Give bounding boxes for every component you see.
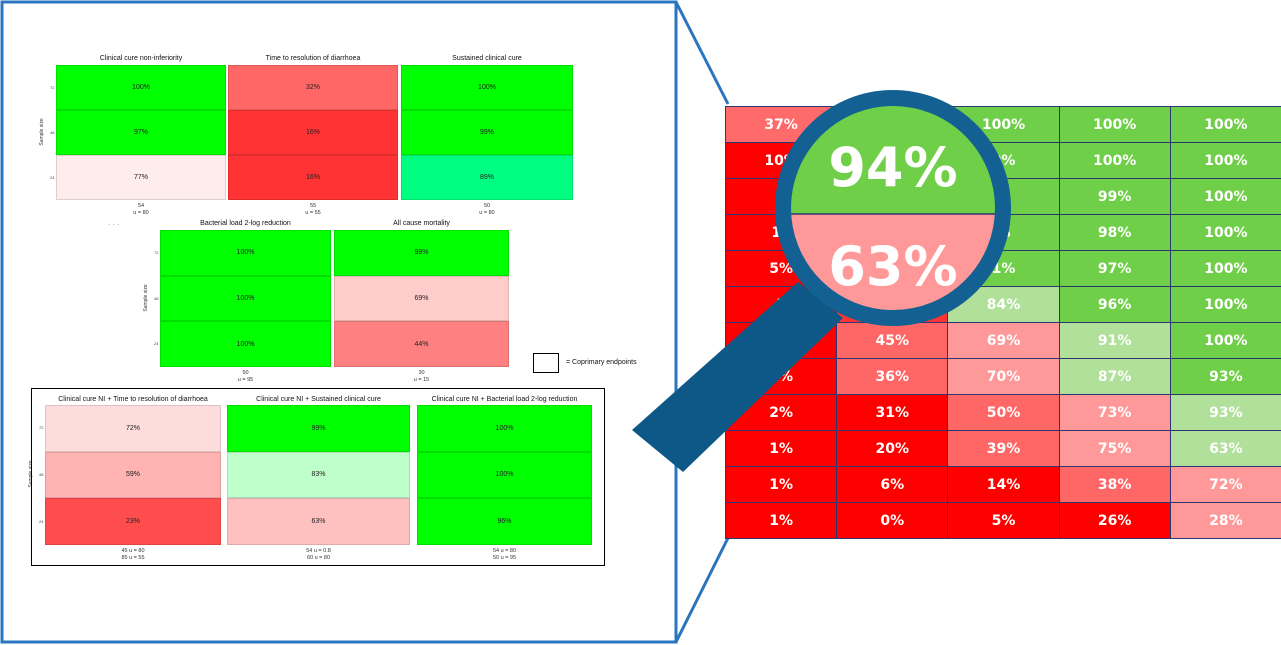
zoom-heatmap-cell: 100% xyxy=(1169,106,1281,143)
y-tick-label: 24 xyxy=(154,341,159,347)
zoom-line-top xyxy=(674,1,730,105)
heatmap-cell: 77% xyxy=(56,155,226,200)
panel-title: Bacterial load 2-log reduction xyxy=(200,220,291,227)
zoom-heatmap-cell: 72% xyxy=(1169,466,1281,503)
panel-footnote: 60 u = 80 xyxy=(306,555,331,561)
panel-title: Clinical cure NI + Sustained clinical cu… xyxy=(256,396,381,403)
panel-title: Sustained clinical cure xyxy=(452,55,522,62)
magnifier-handle xyxy=(632,282,843,472)
zoom-heatmap-cell: 96% xyxy=(1058,286,1171,323)
magnifier-ring xyxy=(775,90,1011,326)
y-tick-label: 72 xyxy=(50,84,55,90)
zoom-heatmap-cell: 100% xyxy=(1169,142,1281,179)
y-tick-label: 24 xyxy=(39,518,44,524)
y-tick-label: 48 xyxy=(154,295,159,301)
panel-footnote: u = 55 xyxy=(305,210,321,216)
zoom-heatmap-cell: 99% xyxy=(1058,178,1171,215)
zoom-heatmap-cell: 93% xyxy=(1169,394,1281,431)
zoom-heatmap-cell: 38% xyxy=(1058,466,1171,503)
heatmap-cell: 99% xyxy=(401,110,573,155)
y-tick-label: 24 xyxy=(50,174,55,180)
heatmap-cell: 98% xyxy=(334,230,509,276)
zoom-heatmap-cell: 14% xyxy=(947,466,1060,503)
zoom-heatmap-cell: 70% xyxy=(947,358,1060,395)
zoom-heatmap-cell: 73% xyxy=(1058,394,1171,431)
y-tick-label: 72 xyxy=(39,425,44,431)
y-tick-label: 48 xyxy=(50,129,55,135)
lens-bottom-value: 63% xyxy=(828,235,957,298)
panel-footnote: u = 80 xyxy=(479,210,495,216)
zoom-heatmap-cell: 37% xyxy=(725,106,838,143)
heatmap-cell: 44% xyxy=(334,321,509,367)
panel-footnote: u = 95 xyxy=(237,377,254,383)
heatmap-cell: 63% xyxy=(227,498,410,545)
panel-title: Clinical cure NI + Bacterial load 2-log … xyxy=(431,396,578,403)
panel-footnote: 50 u = 95 xyxy=(492,555,517,561)
panel-footnote: 50 xyxy=(242,370,249,376)
panel-footnote: 54 u = 80 xyxy=(492,548,517,554)
heatmap-cell: 100% xyxy=(417,405,592,452)
heatmap-cell: 72% xyxy=(45,405,221,452)
heatmap-cell: 100% xyxy=(56,65,226,110)
zoom-heatmap-cell: 98% xyxy=(1058,214,1171,251)
lens-top-value: 94% xyxy=(828,136,957,199)
panel-footnote: 30 xyxy=(418,370,425,376)
zoom-heatmap-cell: 50% xyxy=(947,394,1060,431)
heatmap-cell: 100% xyxy=(160,321,331,367)
panel-footnote: 45 u = 80 xyxy=(121,548,145,554)
zoom-heatmap-cell: 26% xyxy=(1058,502,1171,539)
panel-footnote: 50 xyxy=(483,203,491,209)
heatmap-cell: 97% xyxy=(56,110,226,155)
ellipsis: . . . xyxy=(108,218,120,227)
heatmap-cell: 32% xyxy=(228,65,398,110)
heatmap-cell: 100% xyxy=(417,451,592,499)
panel-footnote: u = 80 xyxy=(133,210,149,216)
heatmap-cell: 83% xyxy=(227,451,410,499)
zoom-line-bottom xyxy=(674,537,730,643)
zoom-heatmap-cell: 1% xyxy=(725,466,838,503)
panel-footnote: 54 xyxy=(137,203,145,209)
zoom-heatmap-cell: 20% xyxy=(836,430,949,467)
zoom-heatmap-cell: 63% xyxy=(1169,430,1281,467)
zoom-heatmap-cell: 5% xyxy=(947,502,1060,539)
legend-swatch xyxy=(533,353,559,373)
panel-title: Clinical cure NI + Time to resolution of… xyxy=(58,396,208,403)
heatmap-cell: 96% xyxy=(417,498,592,545)
panel-footnote: 54 u = 0.8 xyxy=(306,548,331,554)
heatmap-cell: 100% xyxy=(160,275,331,322)
panel-title: Time to resolution of diarrhoea xyxy=(265,55,361,62)
panel-footnote: 55 xyxy=(309,203,317,209)
panel-title: Clinical cure non-inferiority xyxy=(99,55,183,62)
zoom-heatmap-cell: 28% xyxy=(1169,502,1281,539)
legend-label: = Coprimary endpoints xyxy=(566,359,637,366)
zoom-heatmap-cell: 100% xyxy=(1058,142,1171,179)
zoom-heatmap-cell: 69% xyxy=(947,322,1060,359)
zoom-heatmap-cell: 91% xyxy=(1058,322,1171,359)
zoom-heatmap-cell: 97% xyxy=(1058,250,1171,287)
zoom-heatmap-cell: 0% xyxy=(836,502,949,539)
coprimary-outline xyxy=(31,388,605,566)
heatmap-cell: 16% xyxy=(228,110,398,155)
zoom-heatmap-cell: 100% xyxy=(1169,250,1281,287)
zoom-heatmap-cell: 100% xyxy=(1169,322,1281,359)
zoom-heatmap-cell: 100% xyxy=(1169,214,1281,251)
panel-footnote: u = 15 xyxy=(413,377,430,383)
zoom-heatmap-cell: 31% xyxy=(836,394,949,431)
panel-title: All cause mortality xyxy=(393,220,450,227)
heatmap-cell: 89% xyxy=(401,155,573,200)
y-tick-label: 72 xyxy=(154,249,159,255)
heatmap-cell: 69% xyxy=(334,275,509,322)
heatmap-cell: 23% xyxy=(45,498,221,545)
heatmap-cell: 99% xyxy=(227,405,410,452)
heatmap-cell: 16% xyxy=(228,155,398,200)
heatmap-cell: 100% xyxy=(401,65,573,110)
zoom-heatmap-cell: 6% xyxy=(836,466,949,503)
panel-footnote: 85 u = 55 xyxy=(121,555,145,561)
heatmap-cell: 100% xyxy=(160,230,331,276)
zoom-heatmap-cell: 36% xyxy=(836,358,949,395)
y-tick-label: 48 xyxy=(39,472,44,477)
heatmap-cell: 59% xyxy=(45,451,221,499)
